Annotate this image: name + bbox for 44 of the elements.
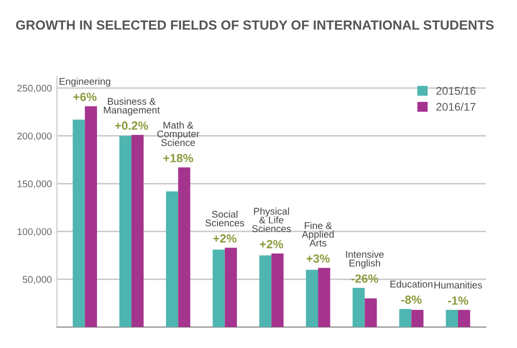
annotation: +2% bbox=[260, 240, 284, 248]
bar bbox=[446, 310, 458, 328]
bar bbox=[399, 308, 412, 328]
bar bbox=[318, 268, 330, 328]
x-tick-label: Humanities bbox=[434, 281, 482, 289]
annotation: -8% bbox=[401, 295, 422, 304]
bar bbox=[224, 248, 237, 328]
bar bbox=[212, 250, 225, 328]
annotation: +18% bbox=[163, 154, 194, 162]
x-tick-label: Fine & Applied Arts bbox=[302, 222, 334, 246]
bar bbox=[458, 310, 470, 328]
annotation: +0.2% bbox=[115, 121, 148, 130]
annotation: -1% bbox=[448, 296, 468, 305]
annotation: +6% bbox=[73, 92, 97, 102]
bar bbox=[306, 270, 318, 328]
legend-label: 2016/17 bbox=[436, 102, 476, 111]
y-tick-label: 250,000 bbox=[17, 84, 52, 93]
x-tick-label: Education bbox=[390, 280, 432, 288]
y-tick-label: 150,000 bbox=[18, 180, 52, 188]
y-tick-label: 100,000 bbox=[18, 228, 52, 236]
bar bbox=[364, 298, 377, 328]
bar bbox=[72, 120, 85, 328]
bar bbox=[132, 134, 144, 328]
bar bbox=[352, 288, 365, 328]
annotation: -26% bbox=[351, 274, 378, 283]
bar bbox=[178, 167, 190, 328]
y-tick-label: 200,000 bbox=[17, 132, 52, 141]
x-tick-label: Social Sciences bbox=[206, 210, 244, 226]
annotation: +3% bbox=[306, 254, 330, 263]
annotation: +2% bbox=[213, 234, 236, 243]
y-tick-label: 50,000 bbox=[22, 276, 52, 284]
bar bbox=[166, 191, 178, 328]
bar bbox=[259, 255, 272, 328]
bar bbox=[271, 253, 284, 328]
bar bbox=[411, 310, 424, 328]
x-tick-label: Business & Management bbox=[104, 98, 160, 116]
chart-title: GROWTH IN SELECTED FIELDS OF STUDY OF INTERNATIONAL STUDENTS bbox=[16, 20, 494, 30]
x-tick-label: Math & Computer Science bbox=[157, 121, 200, 146]
legend-label: 2015/16 bbox=[436, 86, 476, 95]
bar bbox=[119, 136, 132, 328]
x-tick-label: Engineering bbox=[60, 78, 110, 87]
x-tick-label: Physical & Life Sciences bbox=[252, 208, 291, 232]
x-tick-label: Intensive English bbox=[346, 250, 384, 268]
bar bbox=[84, 106, 97, 328]
